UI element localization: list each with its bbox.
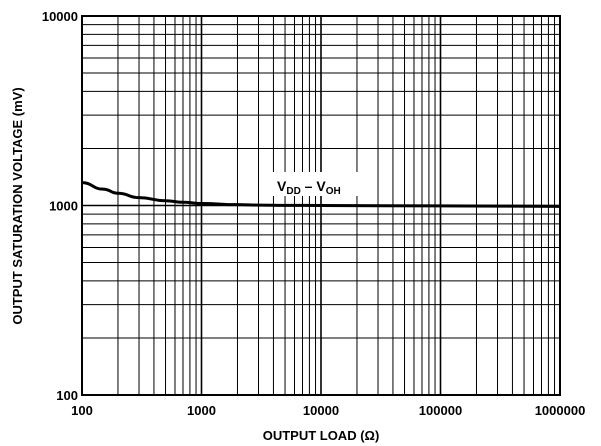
annotation-sub-dd: DD: [286, 186, 300, 197]
curve-annotation: VDD – VOH: [270, 172, 372, 197]
annotation-label: VDD – VOH: [277, 178, 341, 197]
series-layer: [81, 181, 561, 208]
y-axis-label: OUTPUT SATURATION VOLTAGE (mV): [10, 87, 25, 324]
x-tick-label: 1000: [187, 403, 216, 418]
y-tick-labels: 100 1000 10000: [42, 9, 78, 403]
y-tick-label: 1000: [49, 199, 78, 214]
plot-frame: [81, 15, 561, 396]
series-line: [81, 181, 561, 208]
x-axis-label: OUTPUT LOAD (Ω): [263, 428, 380, 443]
x-tick-labels: 100 1000 10000 100000 1000000: [71, 403, 585, 418]
y-tick-label: 100: [56, 388, 78, 403]
x-tick-label: 10000: [303, 403, 339, 418]
annotation-sub-oh: OH: [326, 186, 341, 197]
annotation-background: [270, 172, 372, 196]
x-tick-label: 1000000: [535, 403, 586, 418]
y-tick-label: 10000: [42, 9, 78, 24]
annotation-dash-v2: – V: [301, 178, 327, 194]
x-tick-label: 100000: [419, 403, 462, 418]
x-tick-label: 100: [71, 403, 93, 418]
annotation-v1: V: [277, 178, 287, 194]
